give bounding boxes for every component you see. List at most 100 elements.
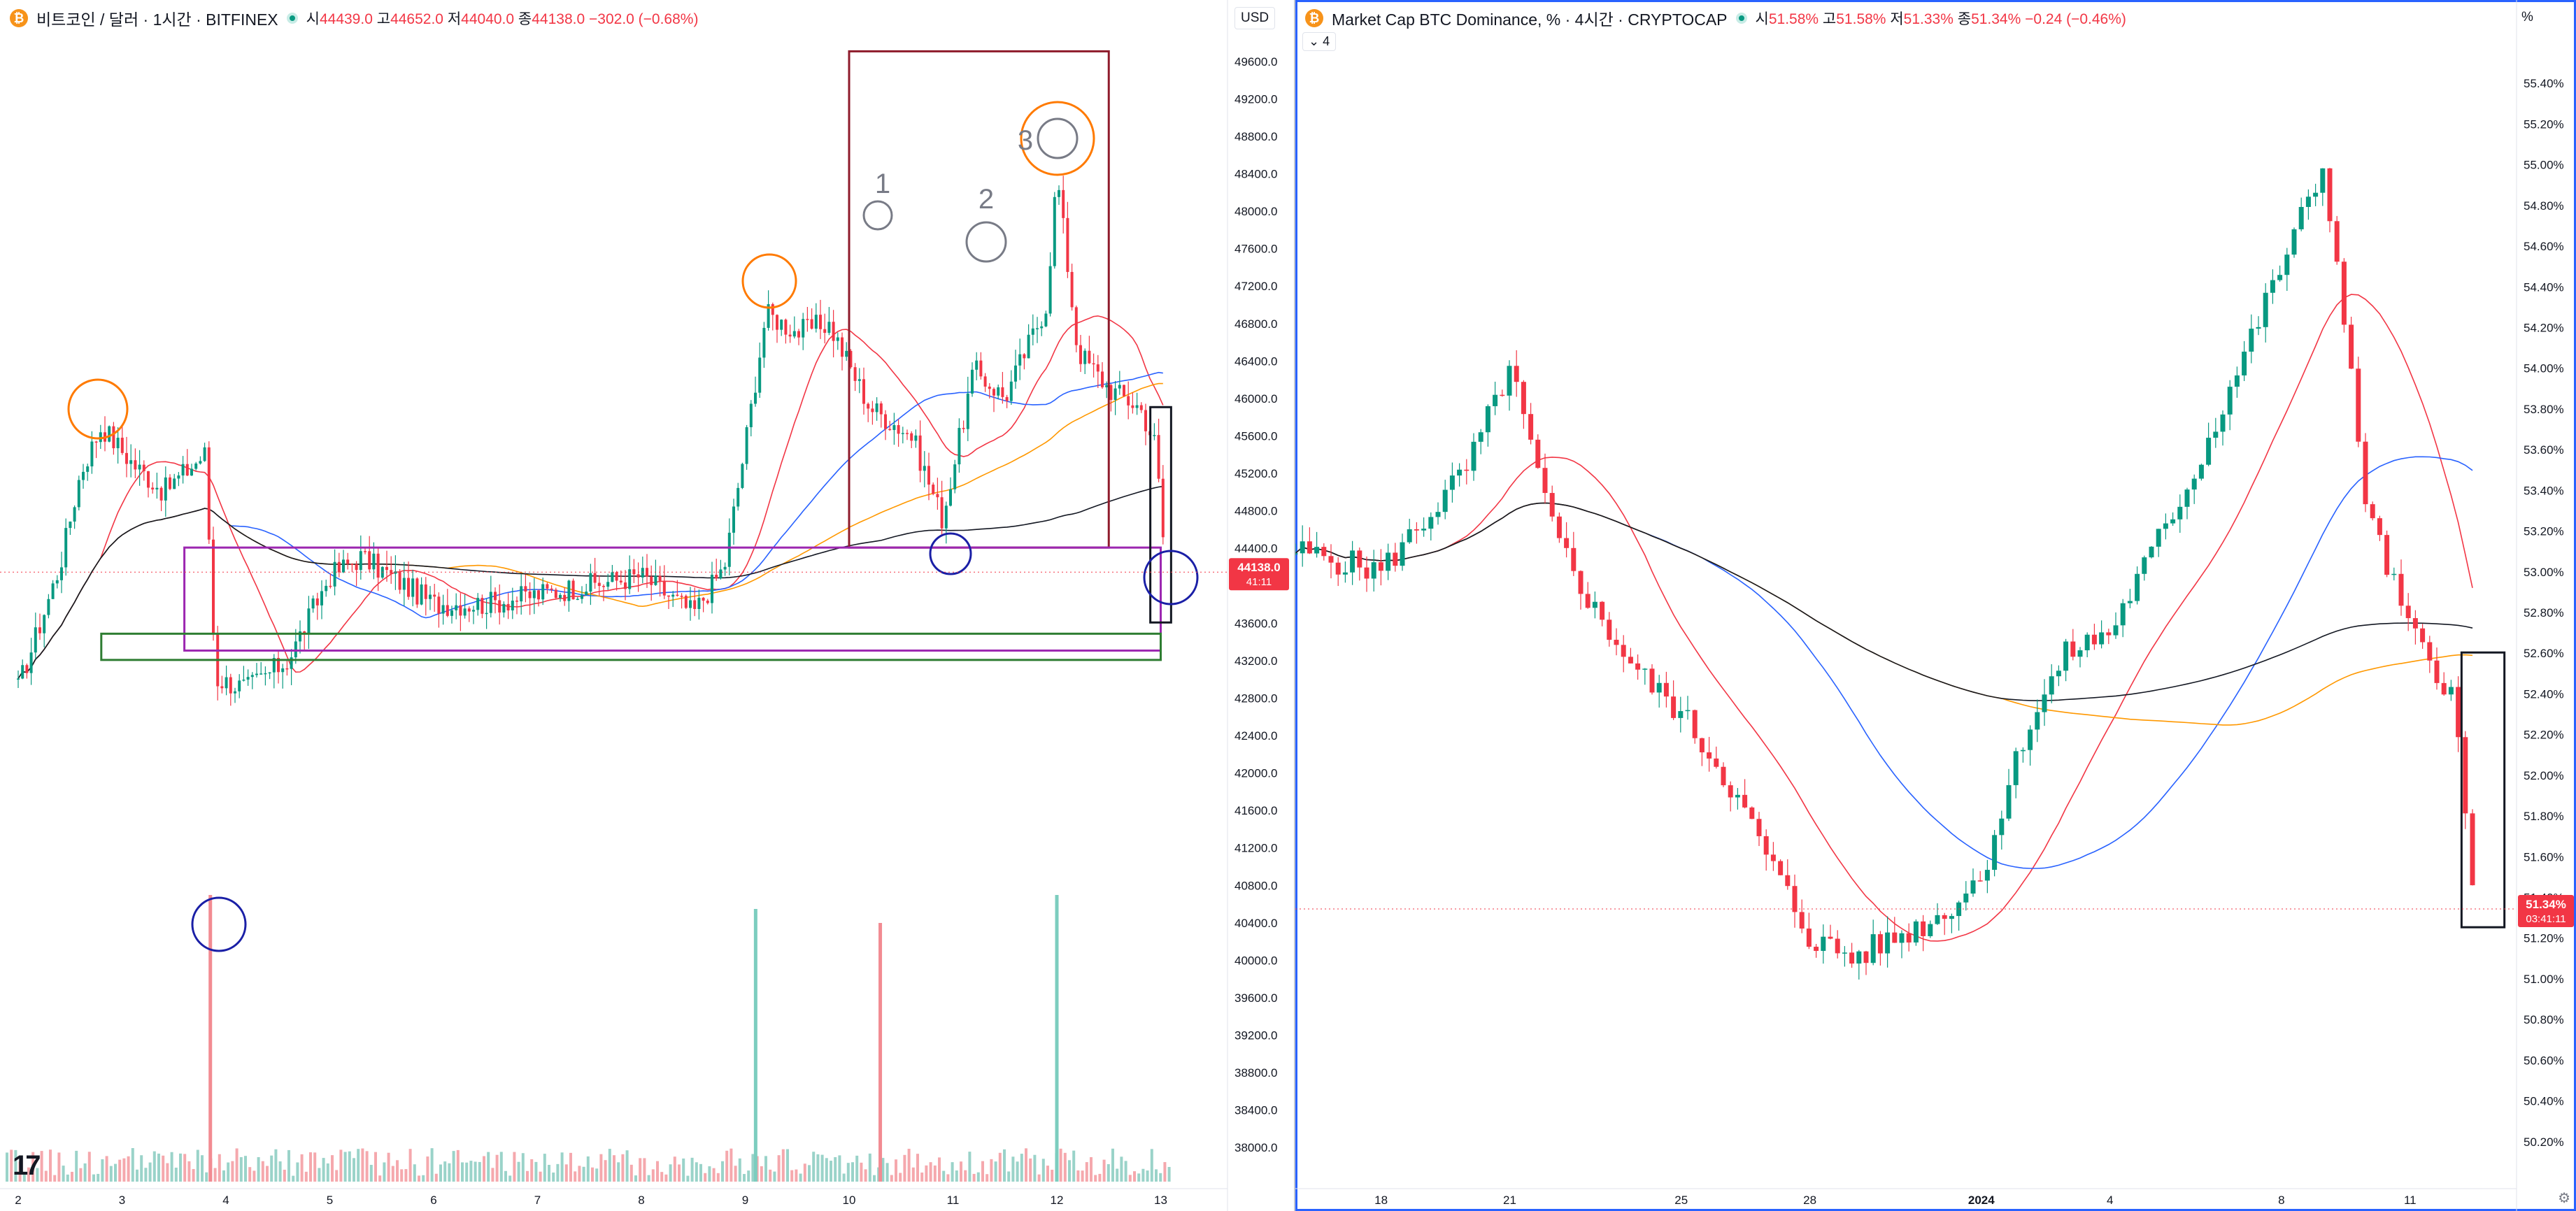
volume-bar (976, 1172, 980, 1182)
candle-body (225, 677, 228, 689)
candle-body (203, 447, 206, 461)
candle-body (2377, 518, 2382, 536)
volume-bar (734, 1166, 737, 1182)
price-axis-tick-label: 52.80% (2524, 606, 2564, 619)
btc-usd-price-chart[interactable]: 38000.0 38400.0 38800.0 39200.0 39600.0 40000… (0, 0, 1294, 1211)
candle-body (2184, 489, 2190, 507)
candle-body (307, 608, 311, 634)
candle-body (988, 386, 991, 389)
volume-bar (764, 1156, 767, 1182)
volume-bar (864, 1169, 867, 1182)
volume-bar (690, 1157, 694, 1182)
candle-body (1295, 553, 1298, 554)
volume-bar (40, 1151, 43, 1182)
candle-body (515, 601, 518, 602)
candle-body (185, 464, 189, 476)
price-axis-tick-label: 38400.0 (1234, 1104, 1277, 1117)
candle-body (60, 567, 63, 580)
volume-bar (1146, 1170, 1149, 1182)
candle-body (2463, 737, 2468, 814)
candle-body (2234, 375, 2240, 387)
volume-bar (478, 1161, 481, 1182)
volume-bar (574, 1171, 577, 1182)
volume-bar (578, 1166, 581, 1182)
volume-bar (140, 1155, 143, 1182)
volume-bar (443, 1161, 447, 1182)
pane-divider[interactable] (1294, 0, 1295, 1211)
volume-bar (1128, 1175, 1132, 1182)
last-price-tag (1229, 558, 1289, 591)
price-axis-tick-label: 46400.0 (1234, 354, 1277, 368)
candle-body (546, 584, 549, 589)
candle-body (706, 601, 709, 603)
candle-body (1350, 550, 1355, 573)
price-axis-tick-label: 48400.0 (1234, 167, 1277, 180)
candle-body (788, 334, 792, 337)
volume-bar (418, 1175, 420, 1182)
btc-usd-chart-pane[interactable]: ₿ 비트코인 / 달러 · 1시간 · BITFINEX 시44439.0 고4… (0, 0, 1294, 1211)
candle-body (910, 433, 913, 441)
candle-body (2456, 687, 2461, 738)
candle-body (597, 582, 601, 587)
candle-body (1821, 936, 1826, 951)
btc-dominance-chart-pane[interactable]: ₿ Market Cap BTC Dominance, % · 4시간 · CR… (1295, 0, 2576, 1211)
percent-unit-label[interactable]: % (2516, 7, 2539, 28)
time-axis-tick-label: 4 (2107, 1194, 2113, 1207)
volume-bar (838, 1155, 841, 1182)
left-chart-header: ₿ 비트코인 / 달러 · 1시간 · BITFINEX 시44439.0 고4… (10, 4, 698, 32)
candle-body (2270, 280, 2275, 293)
volume-bar (651, 1169, 655, 1182)
price-axis-tick-label: 38000.0 (1234, 1141, 1277, 1154)
candle-body (134, 460, 137, 470)
left-symbol-title[interactable]: 비트코인 / 달러 · 1시간 · BITFINEX (36, 10, 278, 29)
candle-body (650, 576, 653, 585)
volume-bar (634, 1175, 637, 1182)
indicator-count-toggle[interactable]: ⌄ 4 (1302, 32, 1337, 51)
volume-bar (747, 1170, 750, 1182)
volume-bar (196, 1149, 199, 1182)
volume-bar (491, 1168, 494, 1182)
volume-bar (1090, 1156, 1093, 1182)
annotation-label-2: 2 (979, 184, 994, 215)
candle-body (2063, 641, 2069, 671)
candle-body (277, 658, 280, 673)
candle-body (2441, 682, 2447, 695)
price-axis-tick-label: 54.80% (2524, 199, 2564, 213)
volume-bar (187, 1161, 191, 1182)
candle-body (1514, 366, 1519, 382)
current-drop-box (1149, 406, 1172, 624)
candle-body (1421, 529, 1427, 531)
candle-body (376, 553, 380, 578)
candle-body (689, 600, 692, 608)
volume-bar (708, 1166, 711, 1182)
volume-bar (604, 1160, 607, 1182)
settings-gear-icon[interactable]: ⚙ (2558, 1191, 2570, 1206)
candle-body (1161, 478, 1165, 538)
candle-body (329, 585, 332, 587)
candle-body (576, 599, 579, 601)
volume-bar (530, 1159, 534, 1182)
candle-body (2313, 192, 2319, 197)
currency-unit-button[interactable]: USD (1234, 7, 1276, 29)
volume-bar (816, 1154, 820, 1182)
volume-bar (75, 1150, 78, 1182)
volume-bar (920, 1172, 924, 1182)
candle-body (2028, 729, 2033, 750)
candle-body (1001, 387, 1004, 397)
candle-body (1321, 547, 1327, 557)
candle-body (2384, 535, 2390, 575)
annotation-label-3: 3 (1018, 125, 1033, 156)
support-zone-box-green (100, 632, 1162, 661)
btc-dominance-chart[interactable]: 50.20%50.40%50.60%50.80%51.00%51.20%51.4… (1295, 0, 2576, 1211)
candle-body (268, 672, 271, 674)
volume-bar (426, 1156, 429, 1182)
volume-spike-bar (878, 923, 883, 1182)
price-axis-tick-label: 48000.0 (1234, 205, 1277, 218)
volume-bar (434, 1173, 438, 1182)
candle-body (823, 329, 827, 334)
tradingview-logo-icon[interactable]: 17 (13, 1150, 41, 1181)
right-symbol-title[interactable]: Market Cap BTC Dominance, % · 4시간 · CRYP… (1332, 10, 1728, 29)
price-axis-tick-label: 49200.0 (1234, 92, 1277, 106)
volume-bar (1106, 1164, 1110, 1182)
candle-body (1364, 567, 1369, 579)
